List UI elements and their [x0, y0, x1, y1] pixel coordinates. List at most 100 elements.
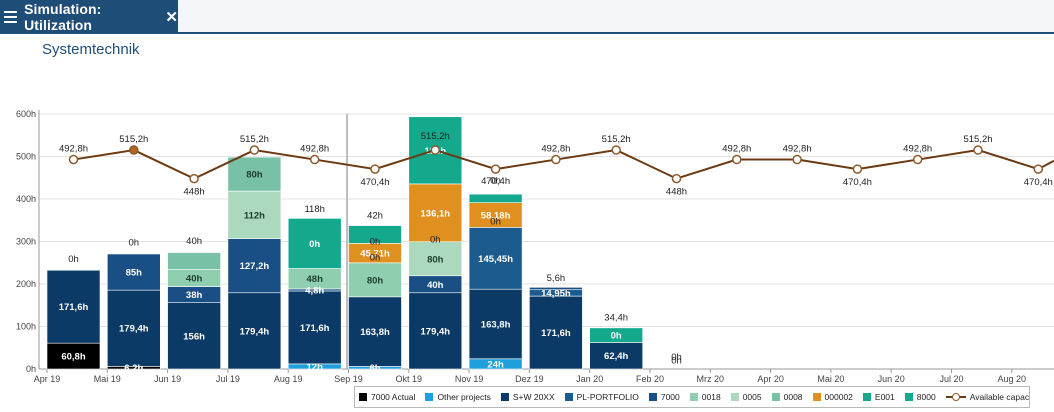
bar-segment [167, 252, 221, 270]
capacity-point [551, 154, 561, 165]
y-tick-label: 400h [16, 194, 36, 204]
x-tick-label: Apr 20 [757, 374, 784, 384]
bar-segment [468, 193, 523, 203]
x-tick-label: Aug 20 [998, 374, 1027, 384]
x-tick-label: Aug 19 [274, 374, 303, 384]
bar-total-label: 0h [129, 237, 140, 248]
close-icon[interactable]: ✕ [165, 9, 178, 26]
capacity-label: 492,8h [903, 144, 932, 155]
bar-segment [348, 225, 402, 244]
capacity-label: 515,2h [119, 134, 148, 145]
legend-item[interactable]: Available capacity [945, 392, 1030, 402]
bar-segment [468, 227, 523, 290]
data-label: 145,45h [478, 254, 513, 265]
x-tick-label: Jul 20 [939, 374, 963, 384]
legend-label: Other projects [437, 392, 491, 402]
capacity-point [973, 145, 983, 155]
legend-label: 0005 [742, 392, 762, 402]
legend-label: E001 [874, 392, 895, 402]
legend-item[interactable]: 0008 [771, 392, 803, 402]
tab-simulation-utilization[interactable]: Simulation: Utilization ✕ [0, 0, 178, 34]
legend-item[interactable]: PL-PORTFOLIO [564, 392, 639, 402]
data-label: 40h [186, 274, 203, 285]
legend-item[interactable]: E001 [862, 392, 895, 402]
bar-segment [227, 156, 282, 192]
data-label: 62,4h [604, 351, 628, 362]
x-tick-label: Dez 19 [515, 374, 544, 384]
bar-segment [348, 262, 402, 298]
x-tick-label: Mai 19 [94, 374, 121, 384]
capacity-label: 448h [666, 187, 687, 198]
legend-item[interactable]: 7000 Actual [359, 392, 415, 402]
legend-item[interactable]: S+W 20XX [500, 392, 555, 402]
data-label: 48h [307, 274, 324, 285]
capacity-point [1033, 164, 1044, 174]
capacity-point [792, 154, 802, 165]
data-label: 80h [427, 254, 444, 265]
data-label: 0h [309, 239, 320, 250]
x-tick-label: Sep 19 [334, 374, 363, 384]
x-tick-label: Jan 20 [576, 374, 603, 384]
legend-swatch [359, 393, 367, 401]
data-label: 24h [487, 359, 504, 370]
x-tick-label: Nov 19 [455, 374, 484, 384]
bar-segment [408, 183, 463, 243]
capacity-label: 492,8h [59, 144, 88, 155]
bar-segment [227, 292, 282, 370]
legend-swatch [730, 393, 739, 401]
legend-label: S+W 20XX [512, 392, 555, 402]
capacity-point [611, 145, 621, 155]
legend-label: 0008 [783, 392, 803, 402]
capacity-point [249, 145, 260, 155]
bar-total-label: 0h [68, 254, 79, 265]
legend-item[interactable]: 0005 [730, 392, 762, 402]
y-tick-label: 200h [16, 279, 36, 289]
data-label: 0h [671, 352, 682, 363]
menu-icon[interactable] [4, 11, 18, 23]
capacity-point [490, 164, 501, 174]
data-label: 0h [370, 253, 381, 264]
data-label: 0h [430, 234, 441, 245]
legend-item[interactable]: 8000 [904, 392, 936, 402]
legend-item[interactable]: 0018 [689, 392, 721, 402]
capacity-label: 492,8h [783, 144, 812, 155]
legend-item[interactable]: 000002 [812, 392, 853, 402]
y-tick-label: 300h [16, 237, 36, 247]
legend-swatch [812, 393, 821, 401]
bar-segment [227, 190, 282, 239]
legend-item[interactable]: Other projects [425, 392, 491, 402]
data-label: 60,8h [61, 352, 85, 363]
capacity-point [732, 154, 742, 165]
data-label: 58,18h [481, 211, 511, 222]
bar-segment [167, 302, 221, 370]
y-tick-label: 600h [16, 109, 36, 119]
data-label: 45,71h [360, 249, 390, 260]
legend-swatch [500, 393, 509, 401]
data-label: 6,2h [124, 363, 143, 374]
legend-swatch [648, 393, 657, 401]
chart-legend: 7000 Actual Other projects S+W 20XX PL-PORT… [354, 386, 1030, 408]
data-label: 6h [369, 363, 380, 374]
x-tick-label: Mrz 20 [697, 374, 725, 384]
legend-label: Available capacity [969, 392, 1030, 402]
data-label: 156h [183, 331, 205, 342]
data-label: 0h [370, 237, 381, 248]
data-label: 0h [611, 331, 622, 342]
capacity-point [189, 173, 199, 184]
data-label: 179,4h [240, 326, 270, 337]
y-tick-label: 0h [26, 364, 36, 374]
x-tick-label: Jul 19 [216, 374, 240, 384]
data-label: 0h [490, 175, 501, 186]
capacity-point [129, 145, 139, 155]
data-label: 179,4h [421, 326, 451, 337]
data-label: 136,1h [421, 208, 451, 219]
data-label: 127,2h [240, 261, 270, 272]
legend-swatch [771, 393, 780, 401]
legend-swatch [425, 393, 434, 401]
capacity-point [671, 173, 682, 184]
legend-item[interactable]: 7000 [648, 392, 680, 402]
capacity-label: 470,4h [360, 177, 389, 188]
bar-segment [348, 296, 402, 367]
capacity-label: 515,2h [602, 134, 631, 145]
bar-total-label: 40h [186, 236, 202, 247]
